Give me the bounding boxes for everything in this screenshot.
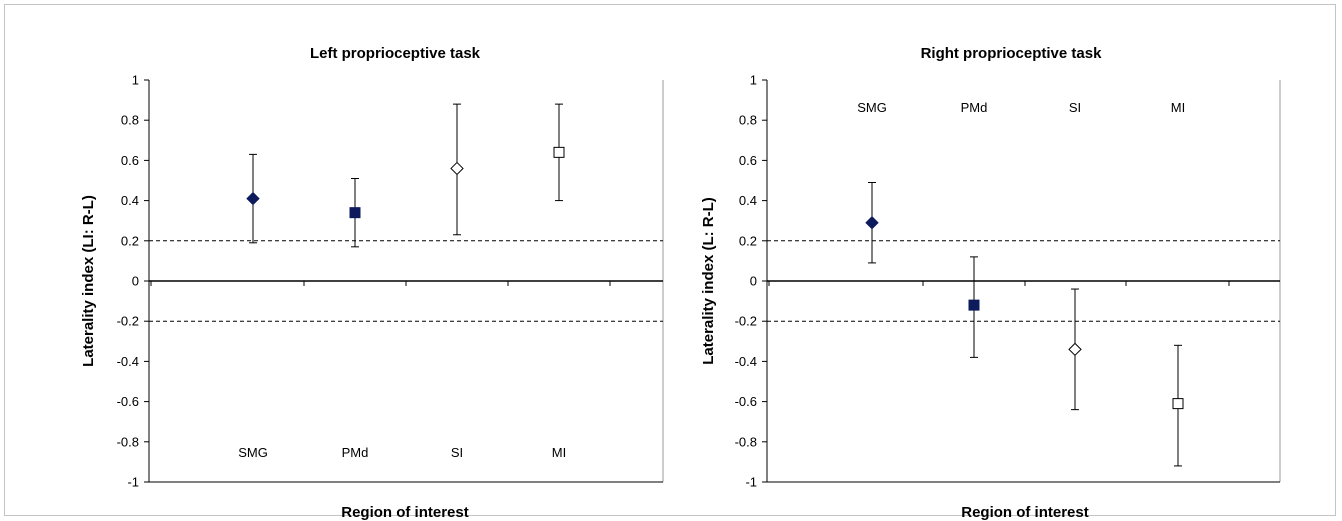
right-category-label-si: SI xyxy=(1069,100,1081,115)
left-y-tick-label: 0 xyxy=(132,274,139,289)
right-y-tick-label: 0.6 xyxy=(739,153,757,168)
figure-frame xyxy=(4,4,1336,516)
left-y-tick-label: -0.6 xyxy=(117,394,139,409)
left-y-tick-label: 0.2 xyxy=(121,233,139,248)
right-y-tick-label: 0.2 xyxy=(739,233,757,248)
left-y-tick-label: -0.2 xyxy=(117,314,139,329)
right-y-axis-label: Laterality index (L: R-L) xyxy=(700,197,717,365)
right-y-tick-label: -0.2 xyxy=(735,314,757,329)
right-y-tick-label: 0.8 xyxy=(739,113,757,128)
right-point-pmd xyxy=(968,299,980,311)
left-y-axis-label: Laterality index (LI: R-L) xyxy=(80,195,97,367)
left-category-label-smg: SMG xyxy=(238,445,268,460)
left-category-label-si: SI xyxy=(451,445,463,460)
right-point-si xyxy=(1068,342,1082,357)
right-y-tick-label: -0.4 xyxy=(735,354,757,369)
left-chart-title: Left proprioceptive task xyxy=(310,45,481,62)
right-category-label-pmd: PMd xyxy=(961,100,988,115)
right-y-tick-label: 0.4 xyxy=(739,193,757,208)
left-point-pmd xyxy=(349,207,361,219)
right-x-axis-label: Region of interest xyxy=(961,504,1089,521)
left-x-axis-label: Region of interest xyxy=(341,504,469,521)
left-y-tick-label: -0.8 xyxy=(117,434,139,449)
left-y-tick-label: 1 xyxy=(132,73,139,88)
right-category-label-mi: MI xyxy=(1171,100,1185,115)
left-point-mi xyxy=(553,146,565,158)
left-category-label-mi: MI xyxy=(552,445,566,460)
right-y-tick-label: -0.6 xyxy=(735,394,757,409)
left-panel: Left proprioceptive task Laterality inde… xyxy=(80,45,664,521)
right-y-tick-label: -1 xyxy=(745,475,757,490)
right-y-tick-label: 1 xyxy=(750,73,757,88)
left-y-tick-label: 0.4 xyxy=(121,193,139,208)
left-y-tick-label: 0.8 xyxy=(121,113,139,128)
right-y-tick-label: 0 xyxy=(750,274,757,289)
left-y-tick-label: -0.4 xyxy=(117,354,139,369)
right-point-smg xyxy=(865,216,879,230)
right-category-label-smg: SMG xyxy=(857,100,887,115)
left-y-tick-label: 0.6 xyxy=(121,153,139,168)
left-point-si xyxy=(450,161,464,176)
right-panel: Right proprioceptive task Laterality ind… xyxy=(700,45,1281,521)
left-category-label-pmd: PMd xyxy=(342,445,369,460)
left-point-smg xyxy=(246,191,260,206)
right-point-mi xyxy=(1172,398,1184,410)
right-chart-title: Right proprioceptive task xyxy=(921,45,1103,62)
left-y-tick-label: -1 xyxy=(127,475,139,490)
right-y-tick-label: -0.8 xyxy=(735,434,757,449)
